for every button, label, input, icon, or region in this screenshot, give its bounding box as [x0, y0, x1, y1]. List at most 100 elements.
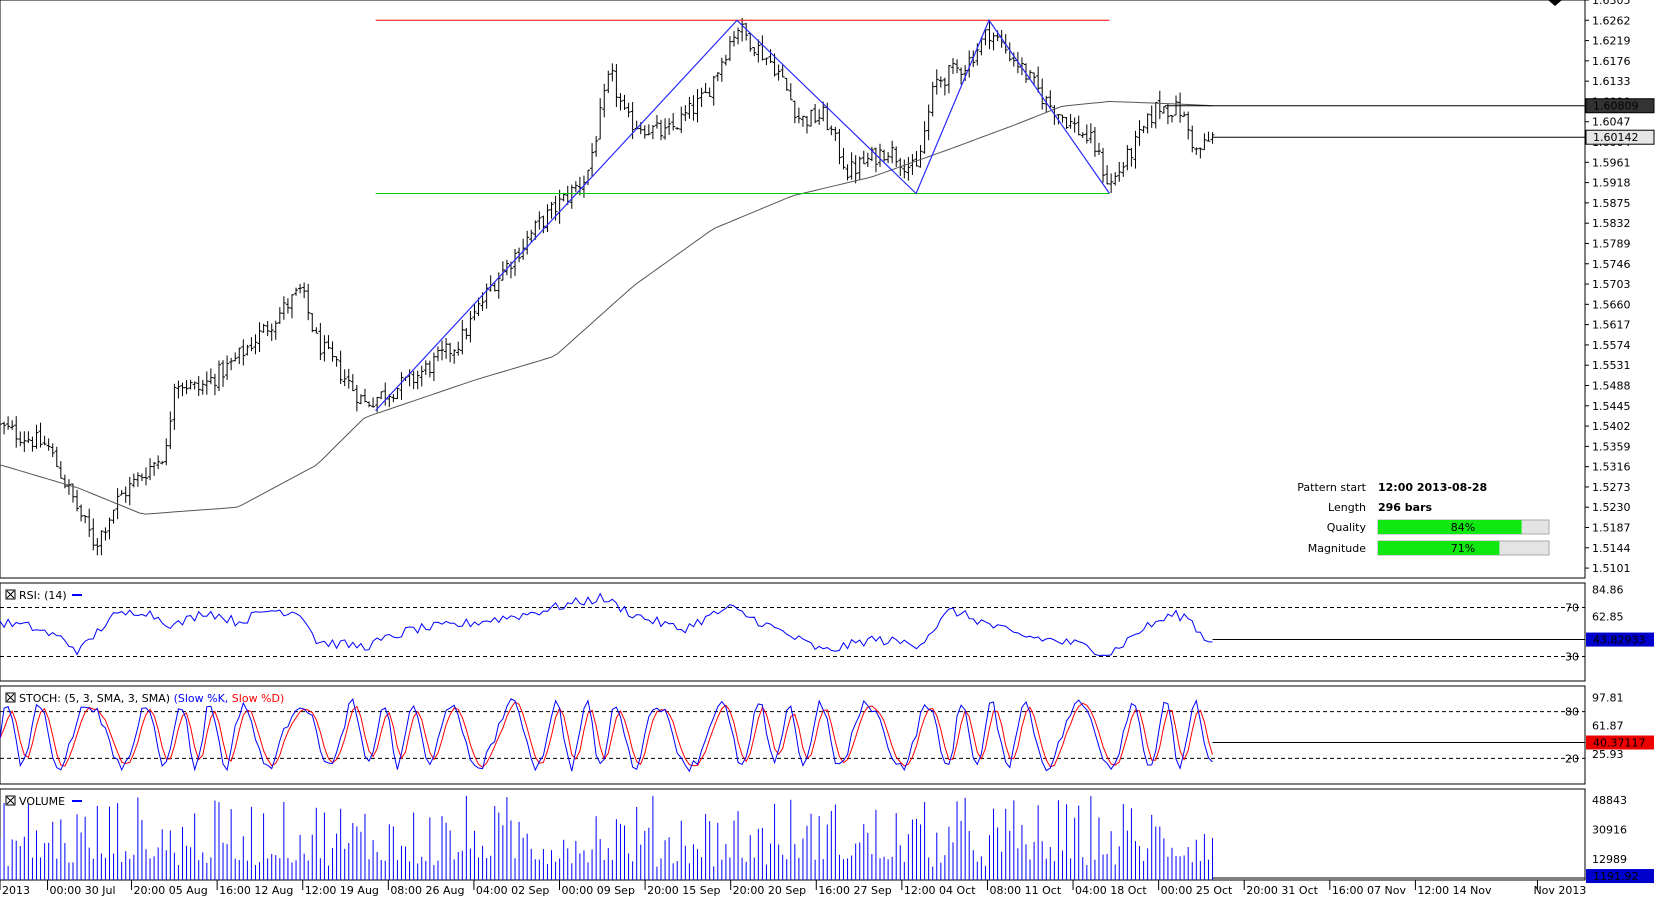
time-tick-label: 20:00 31 Oct	[1246, 884, 1318, 897]
candle	[488, 275, 493, 292]
candle	[719, 57, 724, 82]
candle	[107, 517, 112, 540]
rsi-tick-label: 84.86	[1592, 583, 1624, 596]
candle	[346, 368, 351, 389]
volume-tick-label: 30916	[1592, 823, 1627, 836]
candle	[841, 147, 846, 170]
candle	[87, 508, 92, 538]
candle	[853, 155, 858, 184]
candle	[849, 152, 854, 180]
candle	[1048, 90, 1053, 109]
candle	[569, 184, 574, 209]
candle	[877, 143, 882, 167]
candle	[204, 371, 209, 395]
rsi-title: RSI: (14)	[5, 589, 82, 602]
price-tick-label: 1.5703	[1592, 278, 1631, 291]
scroll-down-icon[interactable]	[1548, 0, 1562, 6]
price-tick-label: 1.5875	[1592, 197, 1631, 210]
length-value: 296 bars	[1378, 501, 1433, 514]
candle	[156, 455, 161, 470]
candle	[318, 322, 323, 361]
candle	[800, 115, 805, 127]
time-tick-label: 2013	[2, 884, 30, 897]
stoch-current-badge	[1586, 735, 1654, 750]
candle	[10, 420, 15, 430]
time-tick-label: 12:00 04 Oct	[904, 884, 976, 897]
candle	[111, 509, 116, 524]
candle	[1036, 66, 1041, 93]
candle	[448, 342, 453, 363]
candle	[723, 54, 728, 66]
stoch-tick-label: 61.87	[1592, 720, 1624, 733]
candle	[837, 128, 842, 165]
candle	[1101, 147, 1106, 183]
rsi-current-label: 43.82933	[1593, 634, 1646, 647]
price-tick-label: 1.6219	[1592, 35, 1631, 48]
candle	[277, 307, 282, 324]
candle	[626, 102, 631, 118]
candle	[326, 335, 331, 350]
candle	[26, 431, 31, 443]
candle	[910, 154, 915, 175]
price-tick-label: 1.6176	[1592, 55, 1631, 68]
rsi-title-text: RSI: (14)	[19, 589, 67, 602]
candle	[435, 346, 440, 362]
candle	[687, 96, 692, 119]
candle	[1088, 123, 1093, 144]
stoch-level-label: 20	[1565, 752, 1579, 765]
candle	[18, 431, 23, 447]
candle	[1084, 124, 1089, 144]
price-pane-frame	[0, 0, 1586, 579]
candle	[289, 294, 294, 319]
candle	[38, 422, 43, 448]
candle	[533, 220, 538, 240]
candle	[804, 116, 809, 134]
candle	[83, 515, 88, 524]
candle	[298, 283, 303, 294]
candle	[1125, 145, 1130, 171]
last-price-badge	[1585, 98, 1655, 114]
candle	[91, 518, 96, 551]
candle	[525, 230, 530, 255]
candle	[95, 538, 100, 556]
candle	[371, 397, 376, 408]
candle	[411, 370, 416, 390]
time-tick-label: 00:00 30 Jul	[50, 884, 116, 897]
stoch-title: STOCH: (5, 3, SMA, 3, SMA) (Slow %K, Slo…	[5, 692, 284, 705]
candle	[358, 394, 363, 405]
stoch-d-text: Slow %D	[232, 692, 280, 705]
time-tick-label: 12:00 19 Aug	[305, 884, 379, 897]
candle	[350, 374, 355, 392]
stoch-title-main: STOCH: (5, 3, SMA, 3, SMA)	[19, 692, 170, 705]
candle	[492, 281, 497, 292]
candle	[792, 100, 797, 124]
candle	[1194, 147, 1199, 155]
volume-tick-label: 48843	[1592, 794, 1627, 807]
candle	[959, 67, 964, 85]
candle	[245, 344, 250, 356]
candle	[310, 313, 315, 333]
volume-current-label: 1191.92	[1593, 870, 1639, 883]
candle	[906, 156, 911, 181]
candle	[423, 360, 428, 376]
candle	[354, 384, 359, 412]
candle	[22, 431, 27, 452]
candle	[1113, 172, 1118, 186]
candle	[281, 296, 286, 320]
candle	[796, 107, 801, 124]
time-tick-label: 20:00 20 Sep	[733, 884, 806, 897]
candle	[46, 438, 51, 451]
time-tick-label: 00:00 09 Sep	[562, 884, 635, 897]
candle	[160, 461, 165, 465]
candle	[99, 530, 104, 556]
candle	[34, 424, 39, 449]
candle	[890, 140, 895, 164]
candle	[821, 101, 826, 122]
candle	[1198, 147, 1203, 159]
rsi-line	[0, 592, 1213, 657]
candle	[14, 416, 19, 448]
candle	[42, 435, 47, 446]
candle	[472, 303, 477, 321]
pattern-start-label: Pattern start	[1297, 481, 1366, 494]
candle	[285, 298, 290, 314]
